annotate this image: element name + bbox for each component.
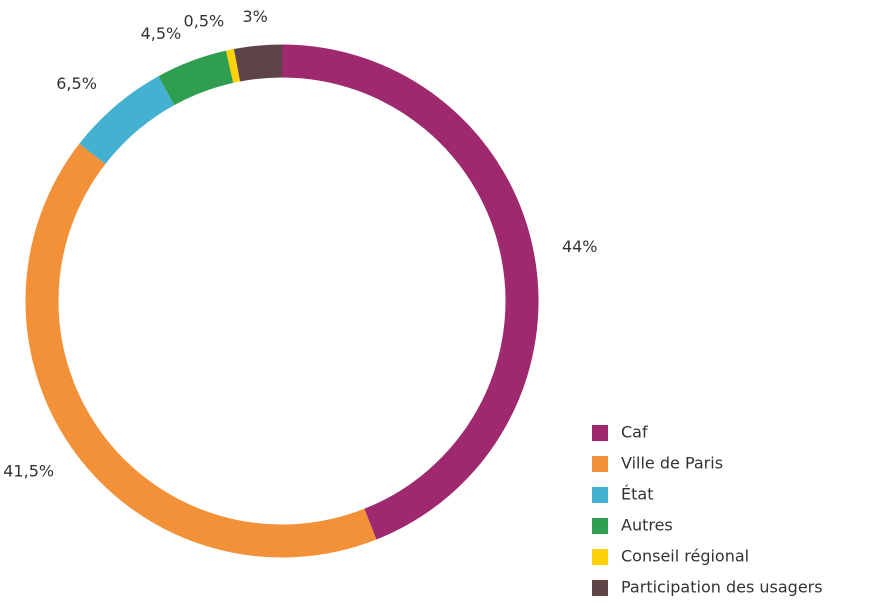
legend-swatch: [592, 518, 608, 534]
donut-segment: [226, 49, 241, 83]
data-label: 3%: [242, 7, 267, 26]
legend-swatch: [592, 425, 608, 441]
data-label: 44%: [562, 237, 598, 256]
legend-swatch: [592, 549, 608, 565]
legend-swatch: [592, 487, 608, 503]
legend-label: Ville de Paris: [621, 454, 723, 473]
legend-label: Participation des usagers: [621, 578, 823, 597]
data-label: 6,5%: [56, 74, 97, 93]
legend-label: Caf: [621, 423, 648, 442]
legend-label: Conseil régional: [621, 547, 749, 566]
legend-label: État: [621, 485, 653, 504]
data-label: 0,5%: [184, 11, 225, 30]
legend-label: Autres: [621, 516, 673, 535]
legend-swatch: [592, 580, 608, 596]
data-label: 4,5%: [141, 24, 182, 43]
donut-segment: [158, 50, 234, 106]
data-label: 41,5%: [3, 462, 54, 481]
donut-segment: [25, 143, 377, 558]
legend-swatch: [592, 456, 608, 472]
donut-segment: [233, 44, 283, 82]
donut-segment: [79, 76, 175, 165]
donut-segment: [281, 44, 539, 540]
